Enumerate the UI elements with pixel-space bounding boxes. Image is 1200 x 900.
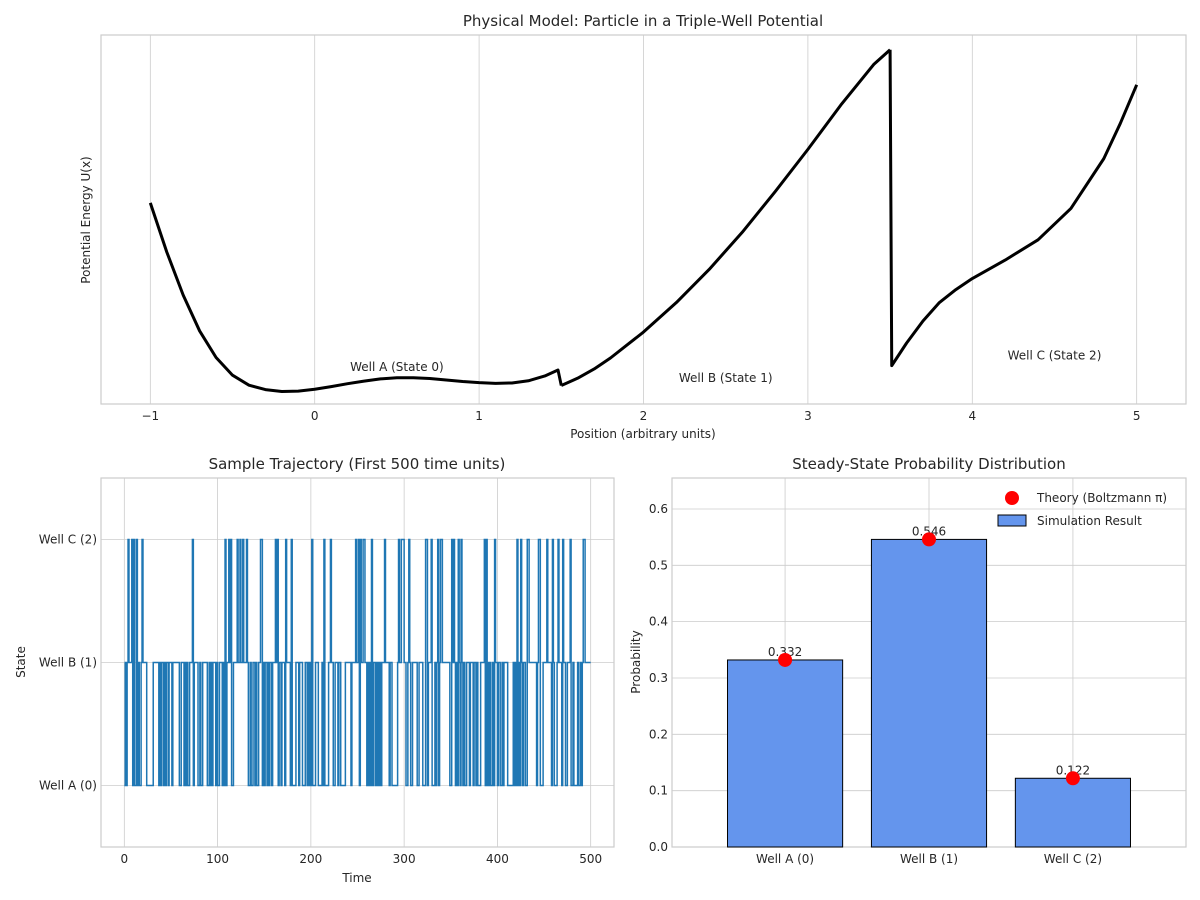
probability-bar <box>727 659 844 848</box>
trajectory-y-tick-label: Well B (1) <box>39 656 97 670</box>
legend-theory-label: Theory (Boltzmann π) <box>1036 491 1167 505</box>
theory-point <box>922 532 936 547</box>
distribution-y-tick-label: 0.4 <box>649 615 668 629</box>
theory-point <box>1065 771 1080 786</box>
trajectory-ylabel: State <box>14 646 28 678</box>
legend-sim-swatch <box>997 514 1027 527</box>
probability-bar <box>870 538 988 848</box>
bar-value-label: 0.332 <box>768 645 802 659</box>
potential-curve-segment <box>888 49 1139 368</box>
potential-x-tick-label: 4 <box>968 409 976 423</box>
distribution-y-tick-label: 0.5 <box>649 558 668 572</box>
trajectory-xlabel: Time <box>341 871 371 885</box>
well-annotation: Well C (State 2) <box>1008 349 1102 363</box>
distribution-x-tick-label: Well B (1) <box>900 852 958 866</box>
potential-x-tick-label: −1 <box>141 409 159 423</box>
trajectory-x-tick-label: 0 <box>120 852 128 866</box>
legend-theory-marker <box>1005 491 1019 505</box>
trajectory-y-tick-label: Well A (0) <box>39 779 97 793</box>
distribution-y-tick-label: 0.3 <box>649 671 668 685</box>
trajectory-title: Sample Trajectory (First 500 time units) <box>209 455 506 473</box>
distribution-y-tick-label: 0.0 <box>649 840 668 854</box>
trajectory-x-tick-label: 300 <box>393 852 416 866</box>
potential-xlabel: Position (arbitrary units) <box>570 427 715 441</box>
trajectory-x-tick-label: 400 <box>486 852 509 866</box>
potential-curve-segment <box>148 202 563 393</box>
distribution-title: Steady-State Probability Distribution <box>792 455 1065 473</box>
well-annotation: Well A (State 0) <box>350 360 444 374</box>
bar-value-label: 0.122 <box>1056 763 1090 777</box>
distribution-ylabel: Probability <box>629 630 643 693</box>
distribution-x-tick-label: Well C (2) <box>1044 852 1102 866</box>
distribution-y-tick-label: 0.2 <box>649 727 668 741</box>
potential-x-tick-label: 5 <box>1133 409 1141 423</box>
potential-x-tick-label: 2 <box>640 409 648 423</box>
trajectory-line <box>124 538 591 787</box>
potential-x-tick-label: 3 <box>804 409 812 423</box>
distribution-panel: 0.332 0.546 0.122 Well A (0) Well B (1) Well… <box>629 455 1187 866</box>
potential-plot-frame <box>100 34 1187 405</box>
potential-curve-segment <box>560 48 892 387</box>
trajectory-plot-frame <box>100 477 615 848</box>
legend-sim-label: Simulation Result <box>1037 514 1142 528</box>
trajectory-panel: 0 100 200 300 400 500 Well A (0) Well B (1) Wel… <box>14 455 615 885</box>
theory-point <box>778 652 793 667</box>
trajectory-x-tick-label: 100 <box>206 852 229 866</box>
probability-bar <box>1014 777 1131 848</box>
distribution-x-tick-label: Well A (0) <box>756 852 814 866</box>
distribution-y-tick-label: 0.1 <box>649 784 668 798</box>
distribution-y-tick-label: 0.6 <box>649 502 668 516</box>
well-annotation: Well B (State 1) <box>679 371 773 385</box>
potential-x-tick-label: 1 <box>475 409 483 423</box>
trajectory-x-tick-label: 200 <box>299 852 322 866</box>
trajectory-y-tick-label: Well C (2) <box>39 533 97 547</box>
distribution-legend: Theory (Boltzmann π) Simulation Result <box>997 491 1167 528</box>
bar-value-label: 0.546 <box>912 524 946 538</box>
potential-x-tick-label: 0 <box>311 409 319 423</box>
trajectory-x-tick-label: 500 <box>579 852 602 866</box>
potential-ylabel: Potential Energy U(x) <box>79 156 93 283</box>
potential-panel: Well A (State 0) Well B (State 1) Well C (… <box>79 12 1187 441</box>
potential-title: Physical Model: Particle in a Triple-Wel… <box>463 12 823 30</box>
